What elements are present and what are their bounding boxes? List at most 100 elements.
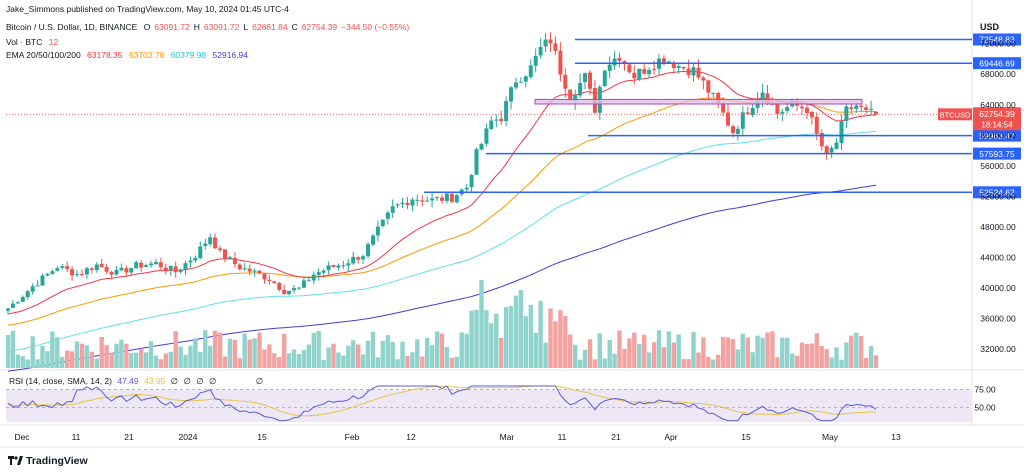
candle xyxy=(602,69,607,88)
candle-body xyxy=(371,235,375,245)
candle-body xyxy=(543,39,548,47)
candle-body xyxy=(474,149,479,175)
candle xyxy=(686,59,691,79)
volume-bar xyxy=(720,336,726,368)
volume-bar xyxy=(277,357,282,368)
volume-bar xyxy=(770,331,775,368)
candle xyxy=(341,260,346,269)
candle-body xyxy=(223,249,227,259)
candle-body xyxy=(617,57,622,61)
volume-bar xyxy=(671,342,676,368)
candle-body xyxy=(134,262,139,269)
ema100-line xyxy=(7,130,877,353)
candle xyxy=(301,277,306,289)
rsi-label[interactable]: RSI (14, close, SMA, 14, 2) xyxy=(9,376,112,386)
volume-bar xyxy=(494,313,499,368)
volume-bar xyxy=(400,341,405,368)
candle xyxy=(612,50,617,70)
na-icon: ∅ xyxy=(255,376,264,386)
candle xyxy=(282,284,287,295)
volume-bar xyxy=(681,359,686,368)
volume-bar xyxy=(40,345,45,368)
candle xyxy=(237,263,242,271)
time-tick: Feb xyxy=(345,432,360,442)
candle xyxy=(40,273,45,286)
candle-body xyxy=(731,126,735,133)
candle-body xyxy=(242,268,247,270)
candle-body xyxy=(336,265,341,268)
volume-bar xyxy=(104,345,109,368)
volume-bar xyxy=(286,353,292,368)
candle-body xyxy=(464,187,469,190)
candle-body xyxy=(691,67,696,76)
candle-body xyxy=(390,206,395,213)
candle xyxy=(558,42,563,82)
candle xyxy=(114,266,119,276)
candle xyxy=(247,264,252,276)
candle-body xyxy=(839,121,844,143)
volume-bar xyxy=(74,341,80,368)
volume-bar xyxy=(854,332,859,368)
price-tick: 40000.00 xyxy=(980,283,1016,293)
volume-bar xyxy=(794,355,800,368)
volume-bar xyxy=(168,351,173,368)
candle-body xyxy=(154,262,158,265)
candle-body xyxy=(647,70,652,75)
candle xyxy=(745,106,750,115)
volume-bar xyxy=(873,355,879,368)
candle xyxy=(35,280,40,287)
volume-bar xyxy=(84,345,90,368)
level-label: 52524.62 xyxy=(979,188,1015,198)
candle xyxy=(410,197,415,212)
candle xyxy=(277,281,282,292)
candle xyxy=(819,129,824,151)
volume-bar xyxy=(217,332,223,368)
volume-bar xyxy=(563,316,568,368)
price-tick: 44000.00 xyxy=(980,252,1016,262)
candle xyxy=(405,197,410,209)
volume-bar xyxy=(252,338,257,368)
candle-body xyxy=(661,58,666,63)
symbol-title[interactable]: Bitcoin / U.S. Dollar, 1D, BINANCE xyxy=(6,22,138,32)
candle-body xyxy=(548,39,553,44)
candle xyxy=(203,238,208,250)
candle-body xyxy=(321,270,326,273)
candle xyxy=(257,270,262,275)
volume-bar xyxy=(415,339,420,368)
candle xyxy=(553,36,558,55)
na-icon: ∅ xyxy=(209,376,217,386)
candle-body xyxy=(30,286,35,292)
candle-body xyxy=(149,263,153,266)
candle xyxy=(267,275,272,285)
candle xyxy=(297,286,301,290)
symbol-tag-bg xyxy=(938,108,972,121)
candle-body xyxy=(15,302,20,304)
candle-body xyxy=(740,112,745,129)
volume-bar xyxy=(410,352,415,368)
ema-label[interactable]: EMA 20/50/100/200 xyxy=(6,50,81,60)
candle xyxy=(336,263,341,271)
candle xyxy=(528,59,533,79)
candle-body xyxy=(80,273,84,275)
volume-bar xyxy=(153,355,159,368)
volume-label[interactable]: Vol · BTC xyxy=(6,37,43,47)
rsi-legend: RSI (14, close, SMA, 14, 2) 47.49 43.95 … xyxy=(9,376,266,387)
volume-bar xyxy=(356,344,361,368)
candle xyxy=(548,32,553,53)
currency-label[interactable]: USD xyxy=(980,22,1000,32)
volume-bar xyxy=(178,346,183,368)
volume-bar xyxy=(573,344,578,368)
candle-body xyxy=(607,64,612,71)
volume-bar xyxy=(543,342,548,368)
candle-body xyxy=(380,219,385,226)
volume-bar xyxy=(844,342,849,368)
volume-legend: Vol · BTC 12 xyxy=(6,37,62,47)
volume-bar xyxy=(69,351,75,368)
candle-body xyxy=(94,264,99,270)
volume-bar xyxy=(439,333,445,368)
candle xyxy=(188,256,193,268)
candle xyxy=(306,277,311,282)
candle-body xyxy=(834,142,839,149)
candle xyxy=(6,307,10,315)
